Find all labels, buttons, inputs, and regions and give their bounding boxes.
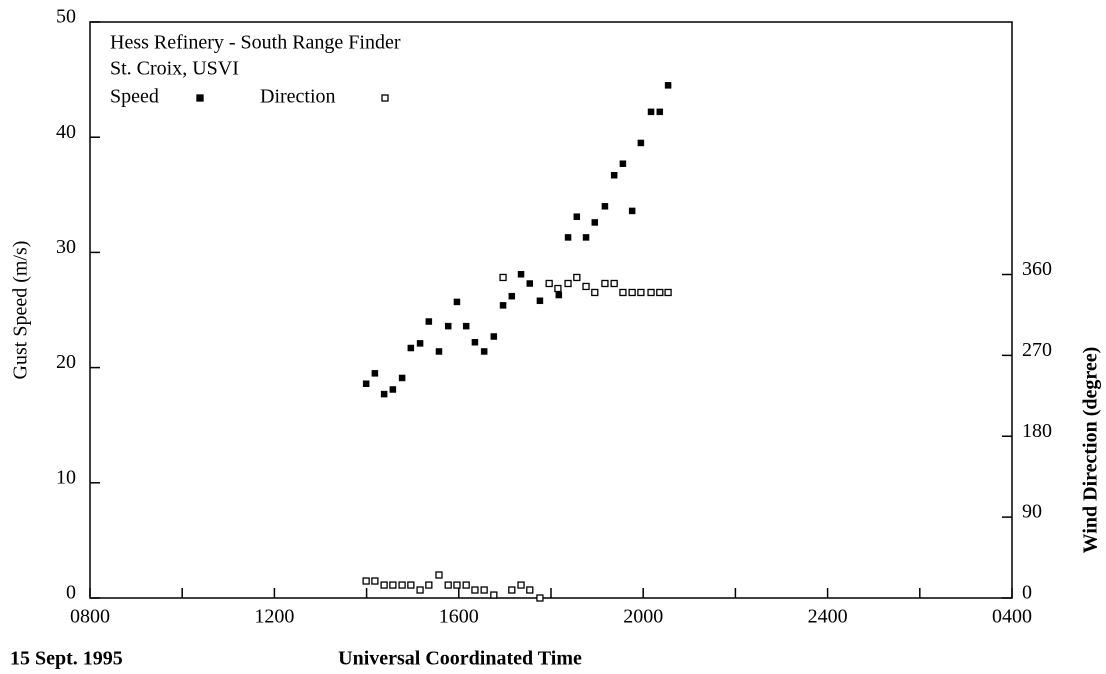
point (564, 234, 572, 241)
annotation: 15 Sept. 1995 (10, 648, 123, 670)
point (480, 586, 488, 594)
y-tick-label: 30 (56, 236, 76, 258)
point (425, 581, 433, 589)
point (444, 581, 452, 589)
point (536, 297, 544, 305)
point (582, 282, 590, 291)
point (637, 288, 645, 297)
chart-title: St. Croix, USVI (110, 58, 239, 80)
plot-frame (89, 21, 1013, 599)
point (508, 586, 516, 594)
point (371, 577, 379, 585)
point (664, 288, 672, 297)
x-tick-label: 0800 (70, 606, 110, 628)
point (656, 288, 664, 297)
y-tick-label: 0 (66, 582, 76, 604)
point (453, 298, 461, 306)
point (407, 581, 415, 589)
y-tick-label: 20 (56, 351, 76, 373)
point (554, 284, 562, 293)
y2-tick-label: 360 (1022, 258, 1052, 280)
point (425, 318, 433, 325)
point (490, 333, 498, 340)
point (389, 386, 397, 393)
x-tick-label: 1200 (254, 606, 294, 628)
point (610, 171, 618, 179)
point (416, 586, 424, 594)
point (362, 577, 370, 585)
x-tick-label: 1600 (439, 606, 479, 628)
point (664, 82, 672, 89)
x-tick-label: 0400 (992, 606, 1032, 628)
point (526, 586, 534, 594)
point (610, 279, 618, 288)
point (628, 288, 636, 297)
y-tick-label: 50 (56, 6, 76, 28)
chart-title: Hess Refinery - South Range Finder (110, 32, 401, 54)
y2-tick-label: 90 (1022, 501, 1042, 523)
point (435, 348, 443, 355)
point (371, 370, 379, 377)
point (601, 279, 609, 288)
x-tick-label: 2400 (808, 606, 848, 628)
legend-label: Direction (260, 86, 336, 108)
point (656, 108, 664, 116)
point (517, 581, 525, 589)
point (637, 139, 645, 147)
point (573, 273, 581, 282)
point (591, 219, 599, 226)
point (508, 292, 516, 300)
point (555, 291, 563, 299)
point (444, 322, 452, 330)
point (647, 108, 655, 116)
point (573, 213, 581, 220)
point (416, 340, 424, 347)
point (407, 344, 415, 352)
x-tick-label: 2000 (623, 606, 663, 628)
point (398, 374, 406, 382)
y2-tick-label: 270 (1022, 339, 1052, 361)
y2-tick-label: 180 (1022, 420, 1052, 442)
point (619, 160, 627, 167)
x-axis-label: Universal Coordinated Time (338, 648, 582, 670)
point (362, 380, 370, 387)
point (582, 234, 590, 241)
point (526, 280, 534, 287)
point (453, 581, 461, 589)
point (471, 586, 479, 594)
point (517, 271, 525, 278)
point (471, 339, 479, 346)
point (619, 288, 627, 297)
point (591, 288, 599, 297)
y-axis-label: Gust Speed (m/s) (10, 241, 32, 380)
point (564, 279, 572, 288)
y2-axis-label: Wind Direction (degree) (1080, 347, 1102, 554)
point (480, 348, 488, 355)
point (462, 322, 470, 330)
point (389, 581, 397, 589)
y2-tick-label: 0 (1022, 582, 1032, 604)
y-tick-label: 40 (56, 121, 76, 143)
point (601, 203, 609, 210)
point (536, 594, 544, 602)
point (545, 279, 553, 288)
point (490, 591, 498, 599)
point (462, 581, 470, 589)
y-tick-label: 10 (56, 466, 76, 488)
point (380, 581, 388, 589)
point (628, 207, 636, 215)
point (380, 390, 388, 398)
point (499, 302, 507, 309)
point (499, 273, 507, 282)
legend-marker (196, 94, 204, 102)
point (435, 571, 443, 579)
point (398, 581, 406, 589)
point (647, 288, 655, 297)
legend-marker (381, 94, 389, 102)
legend-label: Speed (110, 86, 159, 108)
